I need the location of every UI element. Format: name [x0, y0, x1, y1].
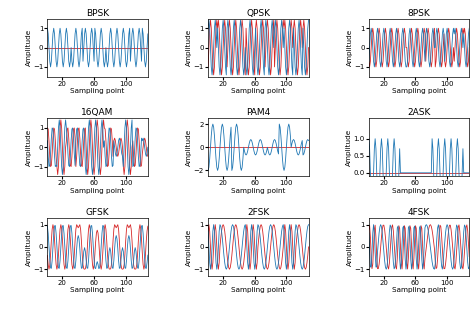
- Y-axis label: Amplitude: Amplitude: [186, 129, 192, 166]
- Title: 2FSK: 2FSK: [247, 208, 269, 217]
- Title: 8PSK: 8PSK: [408, 9, 430, 18]
- Title: BPSK: BPSK: [86, 9, 109, 18]
- Title: 4FSK: 4FSK: [408, 208, 430, 217]
- Title: GFSK: GFSK: [86, 208, 109, 217]
- Y-axis label: Amplitude: Amplitude: [26, 129, 31, 166]
- X-axis label: Sampling point: Sampling point: [71, 88, 125, 94]
- Title: QPSK: QPSK: [246, 9, 270, 18]
- X-axis label: Sampling point: Sampling point: [231, 188, 285, 194]
- Y-axis label: Amplitude: Amplitude: [346, 129, 352, 166]
- X-axis label: Sampling point: Sampling point: [231, 287, 285, 294]
- Y-axis label: Amplitude: Amplitude: [26, 29, 31, 66]
- X-axis label: Sampling point: Sampling point: [392, 287, 446, 294]
- X-axis label: Sampling point: Sampling point: [231, 88, 285, 94]
- X-axis label: Sampling point: Sampling point: [392, 88, 446, 94]
- Title: 2ASK: 2ASK: [407, 108, 431, 117]
- Title: 16QAM: 16QAM: [82, 108, 114, 117]
- X-axis label: Sampling point: Sampling point: [71, 188, 125, 194]
- X-axis label: Sampling point: Sampling point: [71, 287, 125, 294]
- Y-axis label: Amplitude: Amplitude: [26, 228, 31, 266]
- Y-axis label: Amplitude: Amplitude: [186, 228, 192, 266]
- Y-axis label: Amplitude: Amplitude: [186, 29, 192, 66]
- Y-axis label: Amplitude: Amplitude: [347, 29, 353, 66]
- Y-axis label: Amplitude: Amplitude: [347, 228, 353, 266]
- X-axis label: Sampling point: Sampling point: [392, 188, 446, 194]
- Title: PAM4: PAM4: [246, 108, 271, 117]
